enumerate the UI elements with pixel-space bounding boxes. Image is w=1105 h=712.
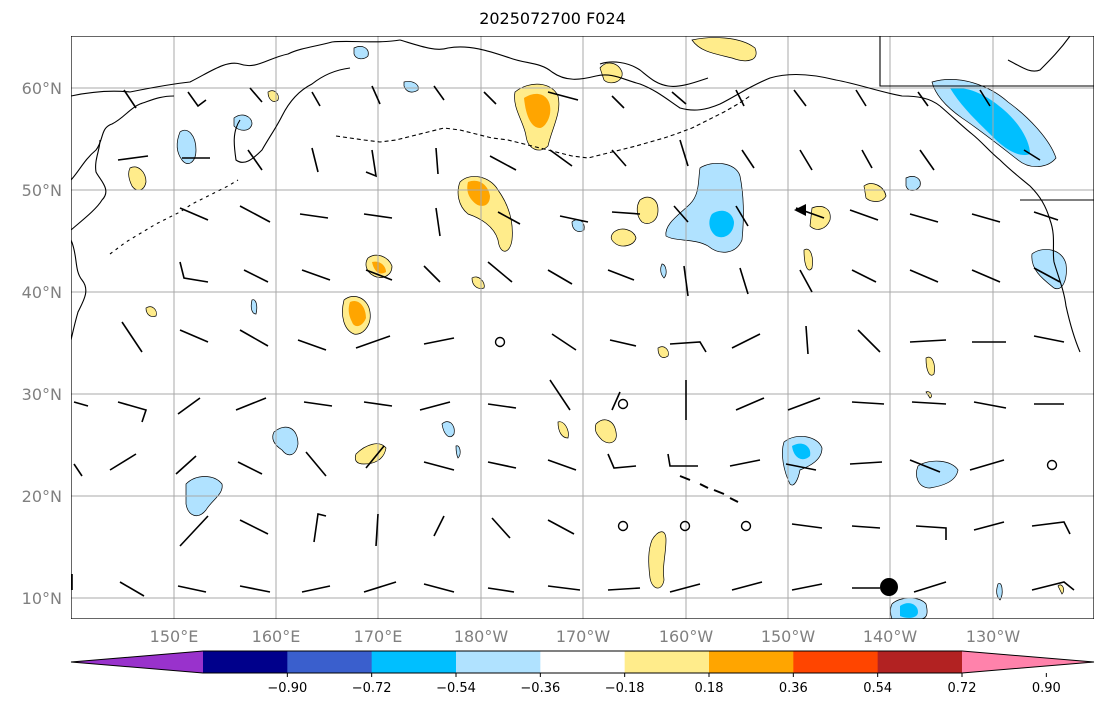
colorbar-tick-label: 0.54 bbox=[863, 681, 892, 696]
colorbar-segment bbox=[71, 651, 203, 673]
lat-label: 30°N bbox=[22, 385, 62, 404]
colorbar-tick-label: 0.36 bbox=[779, 681, 808, 696]
colorbar-segment bbox=[962, 651, 1094, 673]
colorbar-outline bbox=[70, 650, 1095, 674]
colorbar-segment bbox=[456, 651, 541, 673]
lon-label: 160°E bbox=[252, 627, 301, 646]
latitude-labels: 60°N 50°N 40°N 30°N 20°N 10°N bbox=[22, 79, 62, 608]
colorbar-segment bbox=[371, 651, 457, 673]
lon-label: 140°W bbox=[863, 627, 918, 646]
lon-label: 180°W bbox=[454, 627, 509, 646]
colorbar bbox=[70, 650, 1095, 674]
colorbar-segment bbox=[540, 651, 626, 673]
colorbar-segment bbox=[624, 651, 710, 673]
colorbar-tick-label: 0.72 bbox=[948, 681, 977, 696]
wind-flag-marker bbox=[794, 204, 806, 216]
colorbar-segment bbox=[793, 651, 879, 673]
graticule bbox=[71, 36, 1094, 619]
lon-label: 150°E bbox=[150, 627, 199, 646]
lon-label: 150°W bbox=[761, 627, 816, 646]
anomaly-fill-areas bbox=[128, 37, 1067, 619]
colorbar-tick-label: −0.18 bbox=[605, 681, 645, 696]
colorbar-labels: −0.90 −0.72 −0.54 −0.36 −0.18 0.18 0.36 0.54 0.7… bbox=[267, 673, 1061, 696]
longitude-labels: 150°E 160°E 170°E 180°W 170°W 160°W 150°… bbox=[150, 627, 1021, 646]
lon-label: 160°W bbox=[659, 627, 714, 646]
coastlines bbox=[71, 36, 1094, 503]
colorbar-segment bbox=[203, 651, 288, 673]
lat-label: 60°N bbox=[22, 79, 62, 98]
lon-label: 130°W bbox=[966, 627, 1021, 646]
colorbar-segment bbox=[877, 651, 963, 673]
colorbar-tick-label: 0.90 bbox=[1032, 681, 1061, 696]
lat-label: 50°N bbox=[22, 181, 62, 200]
colorbar-tick-label: −0.54 bbox=[436, 681, 476, 696]
storm-center-marker bbox=[880, 578, 898, 596]
colorbar-tick-label: −0.90 bbox=[267, 681, 307, 696]
colorbar-segment bbox=[709, 651, 794, 673]
colorbar-segment bbox=[287, 651, 373, 673]
wind-barbs bbox=[71, 85, 1075, 597]
map-panel bbox=[71, 36, 1094, 619]
lat-label: 20°N bbox=[22, 487, 62, 506]
map-title: 2025072700 F024 bbox=[479, 9, 626, 28]
lon-label: 170°E bbox=[354, 627, 403, 646]
lat-label: 40°N bbox=[22, 283, 62, 302]
colorbar-tick-label: 0.18 bbox=[695, 681, 724, 696]
colorbar-tick-label: −0.36 bbox=[520, 681, 560, 696]
lat-label: 10°N bbox=[22, 589, 62, 608]
lon-label: 170°W bbox=[556, 627, 611, 646]
calm-wind-markers bbox=[494, 336, 1058, 532]
colorbar-tick-label: −0.72 bbox=[352, 681, 392, 696]
